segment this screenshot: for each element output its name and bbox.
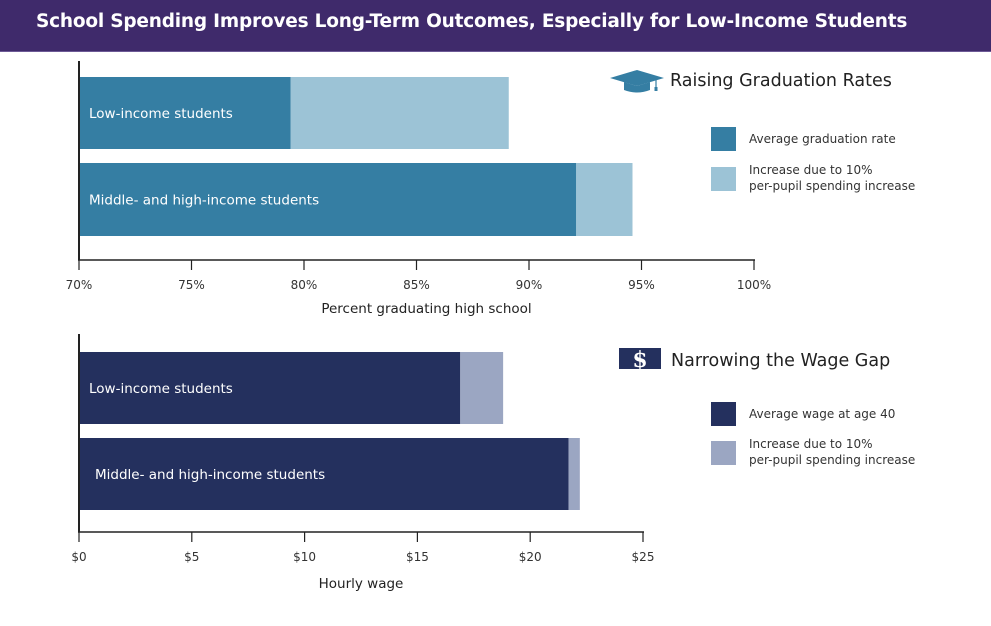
bar-base [79,163,577,236]
legend-label: per-pupil spending increase [749,179,915,193]
x-tick-label: 90% [516,278,543,292]
x-tick-label: 85% [403,278,430,292]
bar-base [79,77,291,149]
x-axis-title: Hourly wage [319,576,404,592]
x-tick-label: $0 [71,550,86,564]
x-axis-title: Percent graduating high school [321,301,531,317]
bar-base [79,352,461,424]
page-title: School Spending Improves Long-Term Outco… [36,11,908,32]
legend-swatch [711,402,736,426]
bar-category-label: Middle- and high-income students [89,193,319,209]
bar-increase [460,352,504,424]
legend-label: Increase due to 10% [749,437,873,451]
bar-increase [576,163,633,236]
legend-swatch [711,441,736,465]
bar-base [79,438,569,510]
panel-title: Narrowing the Wage Gap [671,351,890,371]
x-tick-label: 100% [737,278,771,292]
bar-increase [568,438,580,510]
bar-category-label: Low-income students [89,381,233,397]
x-tick-label: $25 [632,550,655,564]
x-tick-label: $15 [406,550,429,564]
legend-label: Average wage at age 40 [749,407,895,421]
x-tick-label: $10 [293,550,316,564]
bar-category-label: Low-income students [89,106,233,122]
x-tick-label: $5 [184,550,199,564]
legend-swatch [711,127,736,151]
wage-chart: $ Narrowing the Wage Gap Low-income stud… [71,334,915,592]
x-tick-label: 80% [291,278,318,292]
svg-text:$: $ [632,347,647,373]
x-tick-label: 95% [628,278,655,292]
legend-label: Average graduation rate [749,132,896,146]
header-banner: School Spending Improves Long-Term Outco… [0,0,991,52]
bar-category-label: Middle- and high-income students [95,467,325,483]
bar-increase [290,77,509,149]
graduation-chart: Raising Graduation Rates Low-income stud… [66,61,915,317]
x-tick-label: 75% [178,278,205,292]
legend-label: Increase due to 10% [749,163,873,177]
graduation-cap-icon [610,70,664,93]
legend-swatch [711,167,736,191]
panel-title: Raising Graduation Rates [670,71,892,91]
x-tick-label: 70% [66,278,93,292]
dollar-bill-icon: $ [619,347,661,373]
legend-label: per-pupil spending increase [749,453,915,467]
x-tick-label: $20 [519,550,542,564]
